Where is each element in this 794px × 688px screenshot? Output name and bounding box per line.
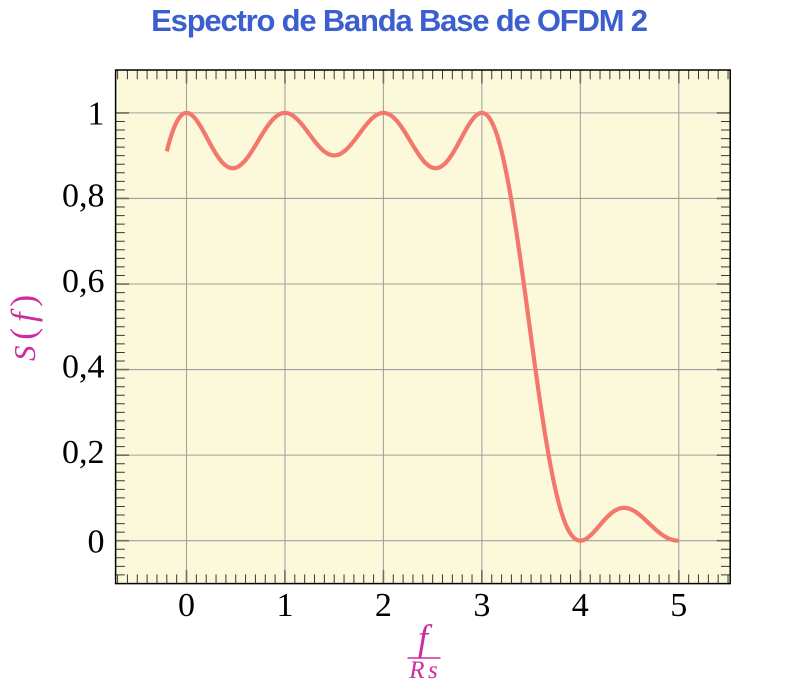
svg-text:Rs: Rs xyxy=(408,657,441,684)
svg-text:0,6: 0,6 xyxy=(62,263,105,300)
svg-text:0,8: 0,8 xyxy=(62,178,105,215)
svg-text:2: 2 xyxy=(375,587,392,624)
svg-text:0: 0 xyxy=(88,523,105,560)
svg-text:0,2: 0,2 xyxy=(62,434,105,471)
svg-text:1: 1 xyxy=(277,587,294,624)
svg-text:4: 4 xyxy=(572,587,589,624)
svg-text:0,4: 0,4 xyxy=(62,349,105,386)
svg-text:S(f): S(f) xyxy=(3,289,43,361)
svg-text:5: 5 xyxy=(670,587,687,624)
svg-text:0: 0 xyxy=(178,587,195,624)
svg-text:Espectro de Banda Base de OFDM: Espectro de Banda Base de OFDM 2 xyxy=(151,3,647,38)
svg-text:3: 3 xyxy=(473,587,490,624)
svg-text:1: 1 xyxy=(88,96,105,133)
